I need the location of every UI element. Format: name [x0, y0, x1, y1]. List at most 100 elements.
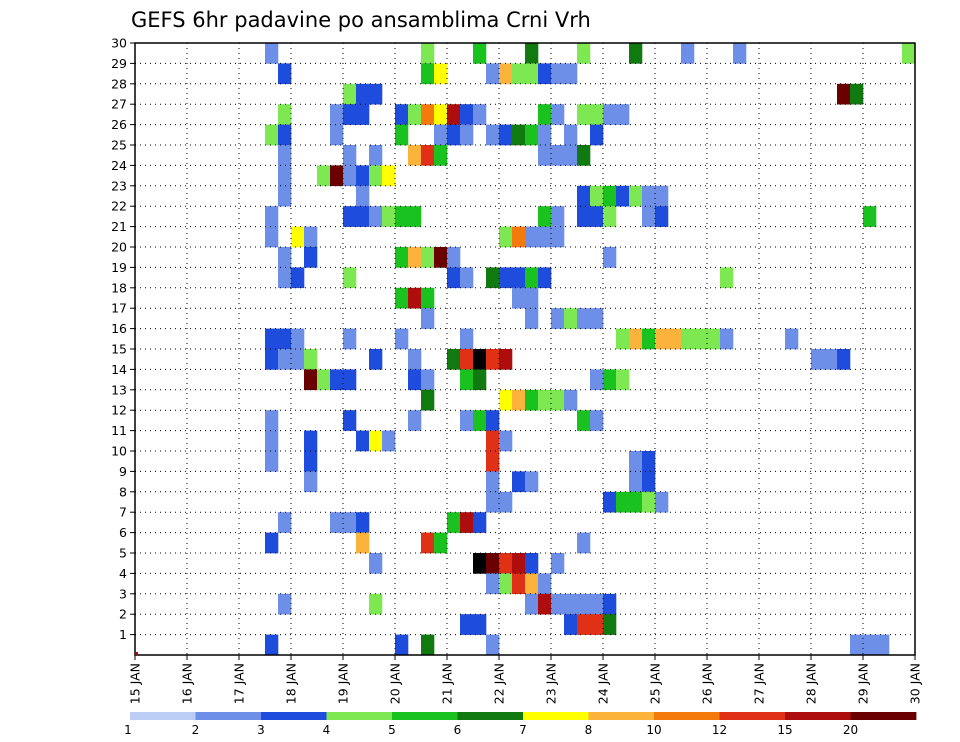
- heatmap-cell: [863, 206, 877, 227]
- heatmap-cell: [421, 63, 435, 85]
- heatmap-cells: [265, 43, 916, 656]
- heatmap-cell: [304, 349, 318, 370]
- legend-color-swatch: [588, 712, 655, 720]
- heatmap-cell: [460, 267, 474, 289]
- heatmap-cell: [356, 532, 370, 554]
- heatmap-cell: [408, 349, 422, 370]
- heatmap-cell: [499, 267, 513, 289]
- heatmap-cell: [577, 145, 591, 166]
- heatmap-cell: [408, 369, 422, 391]
- heatmap-cell: [694, 328, 708, 350]
- heatmap-cell: [629, 491, 643, 513]
- heatmap-cell: [486, 430, 500, 452]
- heatmap-cell: [564, 145, 578, 166]
- heatmap-cell: [486, 451, 500, 472]
- heatmap-cell: [642, 328, 656, 350]
- heatmap-cell: [447, 124, 461, 146]
- heatmap-cell: [265, 532, 279, 554]
- heatmap-cell: [525, 593, 539, 615]
- heatmap-cell: [564, 389, 578, 411]
- heatmap-cell: [512, 63, 526, 85]
- heatmap-cell: [343, 206, 357, 227]
- heatmap-cell: [369, 593, 383, 615]
- heatmap-cell: [785, 328, 799, 350]
- heatmap-cell: [876, 634, 890, 656]
- heatmap-cell: [629, 185, 643, 207]
- heatmap-cell: [304, 451, 318, 472]
- heatmap-cell: [421, 532, 435, 554]
- heatmap-cell: [551, 389, 565, 411]
- y-tick-label: 16: [111, 321, 127, 336]
- heatmap-cell: [564, 63, 578, 85]
- heatmap-cell: [304, 247, 318, 268]
- heatmap-cell: [421, 104, 435, 125]
- heatmap-cell: [733, 43, 747, 64]
- heatmap-cell: [369, 206, 383, 227]
- heatmap-cell: [421, 634, 435, 656]
- heatmap-cell: [668, 328, 682, 350]
- heatmap-cell: [603, 185, 617, 207]
- heatmap-cell: [499, 553, 513, 574]
- heatmap-cell: [603, 593, 617, 615]
- heatmap-cell: [486, 634, 500, 656]
- heatmap-cell: [538, 145, 552, 166]
- heatmap-cell: [330, 104, 344, 125]
- heatmap-cell: [629, 43, 643, 64]
- heatmap-cell: [473, 410, 487, 431]
- heatmap-cell: [460, 124, 474, 146]
- heatmap-cell: [486, 491, 500, 513]
- heatmap-cell: [499, 389, 513, 411]
- heatmap-cell: [421, 287, 435, 309]
- legend-label: 3: [257, 723, 265, 737]
- heatmap-cell: [343, 369, 357, 391]
- legend-label: 4: [323, 723, 331, 737]
- heatmap-cell: [278, 267, 292, 289]
- heatmap-cell: [317, 165, 331, 187]
- heatmap-cell: [421, 308, 435, 329]
- heatmap-cell: [512, 287, 526, 309]
- heatmap-cell: [343, 165, 357, 187]
- heatmap-cell: [304, 430, 318, 452]
- heatmap-cell: [408, 410, 422, 431]
- heatmap-cell: [512, 124, 526, 146]
- x-tick-label: 16 JAN: [180, 663, 195, 704]
- heatmap-cell: [525, 267, 539, 289]
- heatmap-cell: [642, 491, 656, 513]
- heatmap-cell: [343, 83, 357, 105]
- heatmap-cell: [902, 43, 916, 64]
- heatmap-cell: [551, 226, 565, 248]
- y-tick-label: 22: [111, 199, 127, 214]
- heatmap-cell: [434, 247, 448, 268]
- y-tick-label: 26: [111, 117, 127, 132]
- heatmap-cell: [421, 145, 435, 166]
- heatmap-cell: [343, 328, 357, 350]
- heatmap-cell: [499, 573, 513, 595]
- heatmap-cell: [278, 104, 292, 125]
- heatmap-cell: [499, 226, 513, 248]
- heatmap-cell: [460, 328, 474, 350]
- heatmap-cell: [421, 369, 435, 391]
- heatmap-cell: [278, 165, 292, 187]
- heatmap-cell: [356, 206, 370, 227]
- y-tick-label: 29: [111, 56, 127, 71]
- heatmap-cell: [317, 369, 331, 391]
- legend-color-swatch: [523, 712, 589, 720]
- heatmap-cell: [265, 349, 279, 370]
- legend-label: 1: [124, 723, 132, 737]
- heatmap-cell: [577, 185, 591, 207]
- heatmap-cell: [343, 410, 357, 431]
- y-tick-label: 17: [111, 301, 127, 316]
- legend-label: 10: [646, 723, 661, 737]
- heatmap-cell: [369, 83, 383, 105]
- heatmap-cell: [486, 267, 500, 289]
- heatmap-cell: [850, 83, 864, 105]
- y-tick-label: 5: [119, 546, 127, 561]
- legend-color-swatch: [326, 712, 393, 720]
- heatmap-cell: [356, 185, 370, 207]
- heatmap-cell: [356, 83, 370, 105]
- heatmap-cell: [382, 430, 396, 452]
- heatmap-cell: [603, 614, 617, 635]
- legend-color-swatch: [785, 712, 851, 720]
- legend-color-swatch: [392, 712, 458, 720]
- heatmap-cell: [304, 369, 318, 391]
